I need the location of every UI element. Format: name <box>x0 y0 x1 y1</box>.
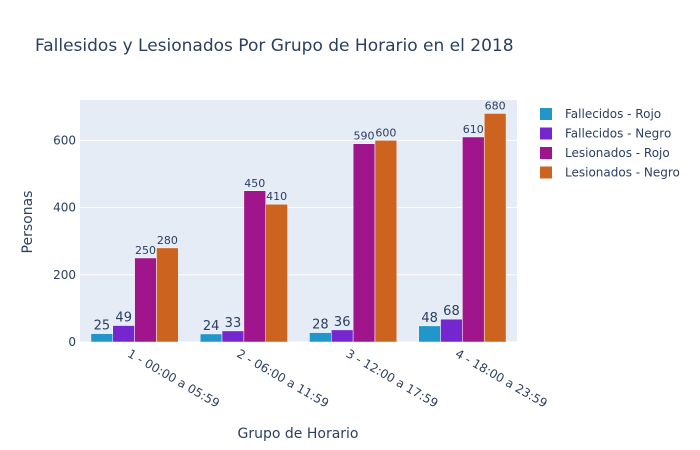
bar <box>309 332 332 343</box>
x-tick-label: 3 - 12:00 a 17:59 <box>344 346 441 410</box>
bar <box>440 318 463 343</box>
bar <box>352 143 376 343</box>
bar <box>331 329 354 343</box>
y-axis-title: Personas <box>20 191 36 254</box>
legend-label: Fallecidos - Negro <box>565 127 671 141</box>
data-label: 36 <box>334 315 351 330</box>
y-tick-label: 600 <box>53 133 76 147</box>
data-label: 68 <box>443 304 460 319</box>
x-tick-label: 2 - 06:00 a 11:59 <box>234 346 331 410</box>
y-tick-label: 200 <box>53 268 76 282</box>
data-label: 450 <box>244 177 265 190</box>
bar <box>265 203 288 343</box>
legend-label: Lesionados - Rojo <box>565 146 670 160</box>
bar <box>462 136 485 343</box>
data-label: 24 <box>203 319 220 334</box>
bar <box>199 333 223 343</box>
data-label: 28 <box>312 318 329 333</box>
legend-label: Lesionados - Negro <box>565 166 680 180</box>
bar <box>90 333 114 343</box>
legend-label: Fallecidos - Rojo <box>565 107 661 121</box>
legend-item: Fallecidos - Negro <box>540 127 671 141</box>
legend-item: Lesionados - Negro <box>540 166 680 180</box>
bar <box>221 330 245 343</box>
y-tick-label: 400 <box>53 201 76 215</box>
x-axis-title: Grupo de Horario <box>238 426 359 442</box>
data-label: 33 <box>225 316 242 331</box>
chart-title: Fallesidos y Lesionados Por Grupo de Hor… <box>35 36 514 56</box>
data-label: 600 <box>375 126 396 139</box>
bar <box>483 113 507 343</box>
data-label: 590 <box>354 130 375 143</box>
data-label: 48 <box>421 311 438 326</box>
bar <box>374 140 398 343</box>
bar <box>134 257 157 343</box>
data-label: 49 <box>115 311 132 326</box>
data-label: 410 <box>266 190 287 203</box>
data-label: 25 <box>94 319 111 334</box>
legend-swatch <box>540 108 552 120</box>
y-tick-label: 0 <box>68 335 76 349</box>
data-label: 680 <box>485 99 506 112</box>
legend-swatch <box>540 147 552 159</box>
x-tick-label: 1 - 00:00 a 05:59 <box>125 346 222 410</box>
legend-item: Lesionados - Rojo <box>540 146 670 160</box>
data-label: 250 <box>135 244 156 257</box>
legend-item: Fallecidos - Rojo <box>540 107 661 121</box>
bar <box>243 190 266 343</box>
bar <box>156 247 179 343</box>
legend-swatch <box>540 127 552 140</box>
data-label: 610 <box>463 123 484 136</box>
bar <box>112 325 135 343</box>
x-tick-label: 4 - 18:00 a 23:59 <box>453 346 550 410</box>
data-label: 280 <box>157 234 178 247</box>
legend-swatch <box>540 166 552 179</box>
bar <box>418 325 441 343</box>
legend: Fallecidos - Rojo Fallecidos - Negro Lesio… <box>540 107 680 180</box>
